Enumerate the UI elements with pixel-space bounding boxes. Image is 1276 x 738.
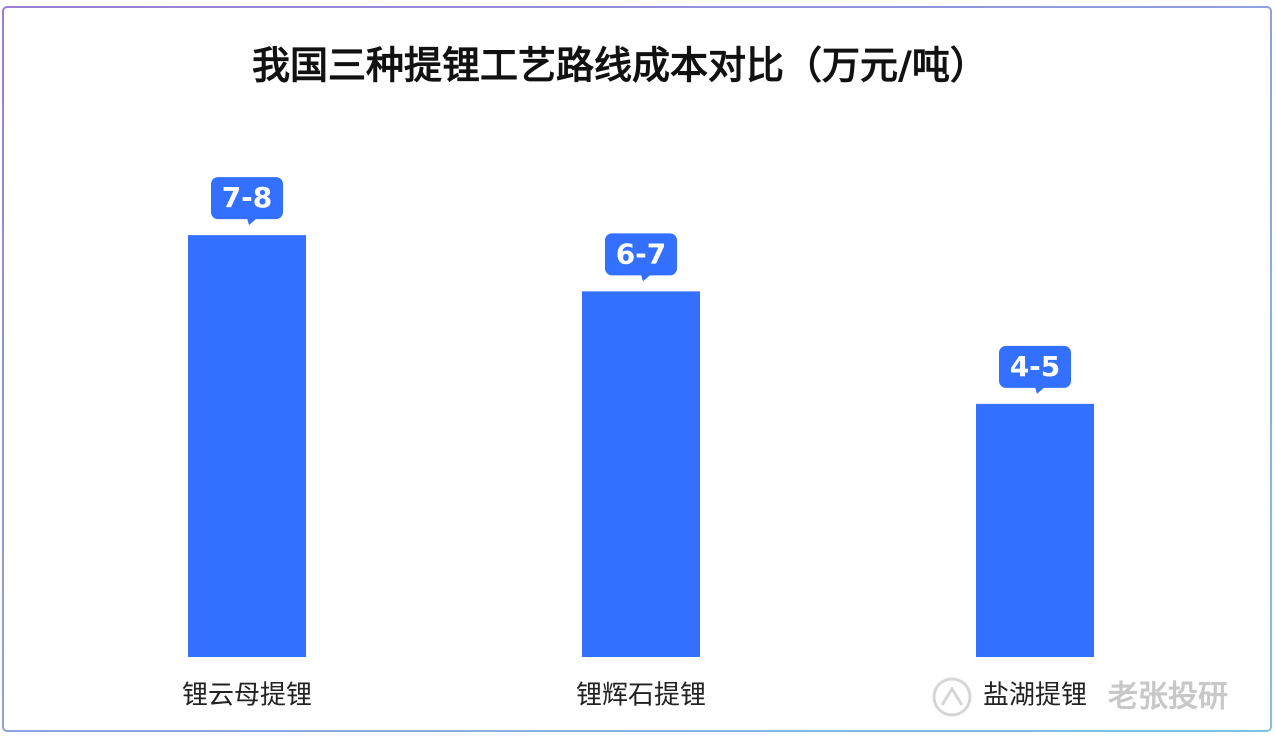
value-label-bubble [999, 345, 1071, 388]
chart-title: 我国三种提锂工艺路线成本对比（万元/吨） [252, 44, 988, 88]
value-label: 6-7 [616, 237, 667, 270]
x-tick-label: 锂辉石提锂 [576, 681, 706, 711]
value-label: 4-5 [1010, 350, 1061, 383]
bar [188, 235, 306, 657]
watermark-logo [932, 677, 972, 717]
value-label-pointer [641, 274, 651, 282]
bar [582, 291, 700, 657]
watermark: 老张投研 [1108, 680, 1228, 715]
bar [976, 403, 1094, 657]
x-tick-label: 锂云母提锂 [182, 681, 312, 711]
value-label: 7-8 [222, 181, 273, 214]
value-label-bubble [605, 233, 677, 276]
value-label-pointer [1035, 386, 1045, 394]
x-tick-label: 盐湖提锂 [983, 681, 1087, 711]
value-label-pointer [247, 218, 257, 226]
value-label-bubble [211, 177, 283, 220]
